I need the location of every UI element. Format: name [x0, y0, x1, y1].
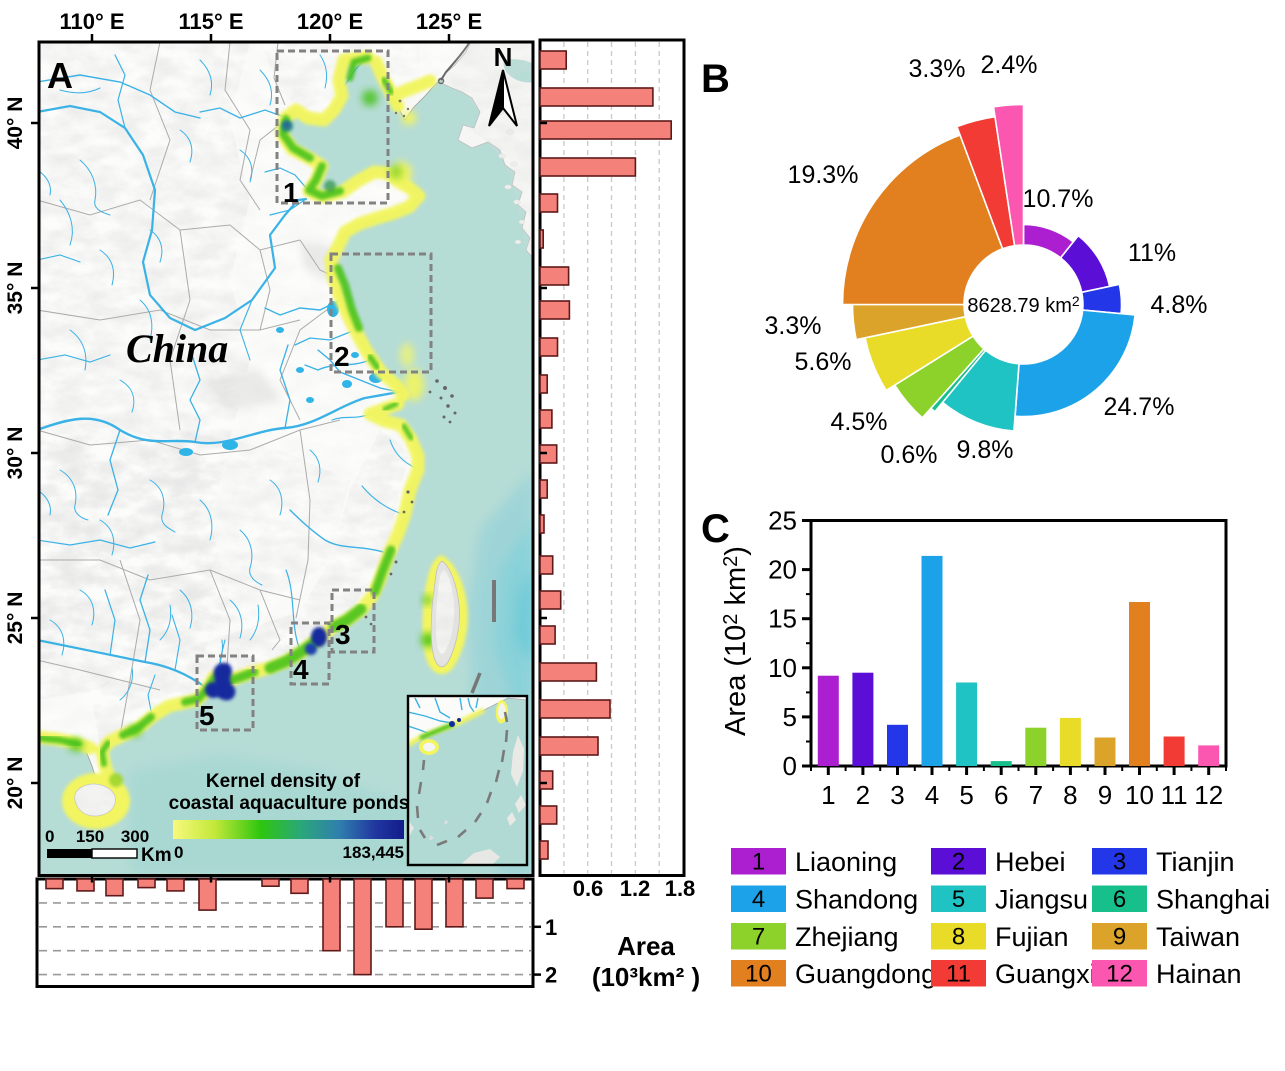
svg-text:150: 150: [76, 827, 104, 846]
svg-text:Hebei: Hebei: [995, 847, 1066, 877]
svg-text:3.3%: 3.3%: [909, 55, 966, 83]
svg-text:300: 300: [121, 827, 149, 846]
svg-text:24.7%: 24.7%: [1104, 393, 1175, 421]
svg-text:7: 7: [752, 924, 765, 951]
svg-text:C: C: [701, 507, 730, 551]
svg-text:5: 5: [959, 780, 973, 810]
svg-text:Hainan: Hainan: [1156, 959, 1242, 989]
svg-text:9: 9: [1113, 924, 1126, 951]
svg-text:Jiangsu: Jiangsu: [995, 885, 1088, 915]
svg-text:5: 5: [199, 700, 215, 731]
svg-text:5: 5: [783, 702, 797, 732]
svg-text:15: 15: [768, 604, 797, 634]
svg-text:(10³km² ): (10³km² ): [592, 962, 700, 992]
svg-text:0.6: 0.6: [573, 876, 604, 901]
svg-text:35° N: 35° N: [4, 262, 27, 315]
svg-text:2: 2: [545, 963, 557, 988]
svg-text:Tianjin: Tianjin: [1156, 847, 1235, 877]
svg-text:4.8%: 4.8%: [1151, 291, 1208, 319]
svg-text:0.6%: 0.6%: [881, 441, 938, 469]
svg-text:Guangdong: Guangdong: [795, 959, 936, 989]
svg-text:8: 8: [952, 924, 965, 951]
svg-text:110° E: 110° E: [59, 9, 124, 34]
svg-text:120° E: 120° E: [297, 9, 363, 34]
svg-text:0: 0: [174, 843, 183, 862]
svg-text:2.4%: 2.4%: [981, 51, 1038, 79]
svg-text:6: 6: [994, 780, 1008, 810]
svg-text:9: 9: [1098, 780, 1112, 810]
svg-text:4: 4: [293, 654, 309, 685]
svg-text:11: 11: [946, 961, 971, 988]
svg-text:115° E: 115° E: [178, 9, 243, 34]
svg-text:20: 20: [768, 555, 797, 585]
svg-text:B: B: [701, 57, 730, 101]
svg-text:12: 12: [1194, 780, 1223, 810]
svg-text:25: 25: [768, 506, 797, 536]
svg-text:5.6%: 5.6%: [795, 348, 852, 376]
svg-text:Area (102 km2): Area (102 km2): [720, 546, 752, 736]
svg-text:11%: 11%: [1128, 239, 1176, 267]
svg-text:40° N: 40° N: [4, 97, 27, 150]
svg-text:Kernel density of: Kernel density of: [206, 771, 361, 792]
svg-text:Shanghai: Shanghai: [1156, 885, 1270, 915]
svg-text:Fujian: Fujian: [995, 922, 1069, 952]
svg-text:Zhejiang: Zhejiang: [795, 922, 899, 952]
svg-text:1: 1: [545, 915, 557, 940]
svg-text:10.7%: 10.7%: [1023, 185, 1094, 213]
svg-text:0: 0: [45, 827, 54, 846]
svg-text:20° N: 20° N: [4, 757, 27, 810]
svg-text:8: 8: [1063, 780, 1077, 810]
svg-text:1: 1: [283, 177, 299, 208]
svg-text:25° N: 25° N: [4, 592, 27, 645]
svg-text:Taiwan: Taiwan: [1156, 922, 1240, 952]
svg-text:4: 4: [925, 780, 939, 810]
svg-text:Shandong: Shandong: [795, 885, 918, 915]
svg-text:183,445: 183,445: [343, 843, 404, 862]
svg-text:Km: Km: [141, 845, 172, 866]
svg-text:10: 10: [768, 653, 797, 683]
svg-text:Liaoning: Liaoning: [795, 847, 897, 877]
svg-text:4.5%: 4.5%: [831, 408, 888, 436]
svg-text:6: 6: [1113, 886, 1126, 913]
svg-text:1.8: 1.8: [665, 876, 696, 901]
svg-text:7: 7: [1029, 780, 1043, 810]
svg-text:3: 3: [335, 619, 351, 650]
svg-text:China: China: [126, 326, 228, 371]
svg-text:3.3%: 3.3%: [765, 312, 822, 340]
svg-text:11: 11: [1161, 780, 1188, 810]
svg-text:0: 0: [783, 751, 797, 781]
svg-text:10: 10: [745, 961, 772, 988]
svg-text:2: 2: [334, 341, 350, 372]
svg-text:Guangxi: Guangxi: [995, 959, 1096, 989]
svg-text:4: 4: [752, 886, 765, 913]
svg-text:8628.79 km2: 8628.79 km2: [967, 293, 1080, 317]
svg-text:5: 5: [952, 886, 965, 913]
svg-text:10: 10: [1125, 780, 1154, 810]
svg-text:1.2: 1.2: [620, 876, 651, 901]
svg-text:A: A: [47, 55, 73, 96]
svg-text:Area: Area: [617, 931, 675, 961]
svg-text:9.8%: 9.8%: [957, 436, 1014, 464]
svg-text:2: 2: [952, 849, 965, 876]
svg-text:125° E: 125° E: [416, 9, 482, 34]
svg-text:1: 1: [752, 849, 765, 876]
svg-text:30° N: 30° N: [4, 427, 27, 480]
svg-text:3: 3: [890, 780, 904, 810]
svg-text:1: 1: [821, 780, 835, 810]
svg-text:N: N: [494, 42, 513, 72]
svg-text:12: 12: [1106, 961, 1133, 988]
svg-text:19.3%: 19.3%: [788, 161, 859, 189]
svg-text:coastal aquaculture ponds: coastal aquaculture ponds: [169, 793, 410, 814]
svg-text:3: 3: [1113, 849, 1126, 876]
svg-text:2: 2: [856, 780, 870, 810]
